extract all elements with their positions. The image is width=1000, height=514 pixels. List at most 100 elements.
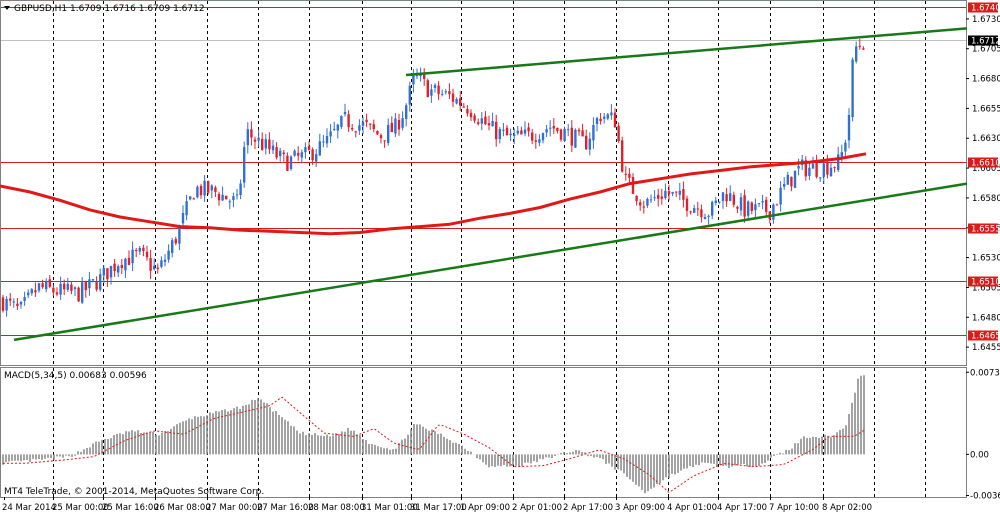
candle-body bbox=[239, 183, 242, 195]
candle-body bbox=[127, 257, 131, 265]
level-tag bbox=[968, 223, 998, 234]
candle-body bbox=[372, 124, 375, 130]
candle-body bbox=[225, 195, 228, 200]
candle-body bbox=[131, 249, 134, 264]
time-tick-label: 3 Apr 09:00 bbox=[615, 503, 665, 513]
moving-average-line[interactable] bbox=[0, 152, 867, 236]
candle-body bbox=[469, 112, 473, 118]
candle-body bbox=[325, 136, 329, 144]
candle-body bbox=[678, 190, 681, 195]
candle-body bbox=[66, 283, 69, 290]
candle-body bbox=[808, 167, 811, 176]
price-tick-label: 1.6630 bbox=[972, 134, 1000, 144]
level-tag-label: 1.6555 bbox=[971, 225, 1000, 235]
symbol-dropdown-icon[interactable] bbox=[4, 6, 10, 10]
candle-body bbox=[329, 131, 332, 137]
candle-body bbox=[437, 85, 440, 94]
candle-body bbox=[811, 163, 815, 169]
candle-body bbox=[70, 284, 73, 291]
macd-header: MACD(5,34,5) 0.00683 0.00596 bbox=[4, 371, 147, 381]
candle-body bbox=[412, 75, 415, 85]
candle-body bbox=[275, 147, 278, 158]
level-tag bbox=[968, 157, 998, 168]
candle-body bbox=[847, 115, 851, 141]
candle-body bbox=[174, 239, 177, 244]
price-tick-label: 1.6505 bbox=[972, 283, 1000, 293]
level-tag-label: 1.6610 bbox=[971, 159, 1000, 169]
time-tick-label: 7 Apr 10:00 bbox=[769, 503, 819, 513]
candle-body bbox=[322, 141, 325, 143]
candle-body bbox=[804, 160, 807, 177]
candle-body bbox=[45, 281, 48, 290]
candle-body bbox=[765, 199, 768, 212]
candle-body bbox=[628, 173, 631, 178]
candle-body bbox=[261, 138, 264, 150]
candle-body bbox=[862, 48, 865, 50]
candle-body bbox=[257, 137, 260, 141]
macd-tick-label: -0.00367 bbox=[970, 492, 1000, 502]
candle-body bbox=[250, 129, 253, 138]
candle-body bbox=[84, 281, 87, 291]
level-tag bbox=[968, 276, 998, 287]
candle-body bbox=[667, 191, 671, 195]
candle-body bbox=[390, 122, 393, 132]
candle-body bbox=[549, 127, 552, 129]
candle-body bbox=[405, 105, 408, 119]
candle-body bbox=[88, 279, 91, 289]
candle-body bbox=[682, 189, 685, 200]
candle-body bbox=[822, 163, 825, 177]
lower-channel-trendline[interactable] bbox=[13, 182, 968, 342]
candle-body bbox=[253, 139, 257, 142]
upper-channel-trendline[interactable] bbox=[405, 27, 968, 77]
candle-body bbox=[721, 192, 725, 201]
candle-body bbox=[52, 287, 55, 293]
candle-body bbox=[91, 279, 95, 281]
time-tick-label: 25 Mar 00:00 bbox=[52, 503, 109, 513]
price-tick-label: 1.6705 bbox=[972, 45, 1000, 55]
candle-body bbox=[707, 215, 710, 217]
candle-body bbox=[491, 121, 494, 127]
candle-body bbox=[343, 111, 347, 115]
candle-body bbox=[484, 116, 487, 125]
candle-body bbox=[520, 130, 523, 135]
candle-body bbox=[268, 139, 271, 150]
candle-body bbox=[441, 93, 444, 95]
candle-body bbox=[725, 194, 728, 202]
candle-body bbox=[113, 263, 116, 272]
candle-body bbox=[293, 150, 296, 156]
level-tag-label: 1.6510 bbox=[971, 278, 1000, 288]
candle-body bbox=[336, 124, 339, 131]
candle-body bbox=[858, 45, 861, 47]
candle-body bbox=[624, 173, 627, 175]
candle-body bbox=[498, 129, 501, 139]
candle-body bbox=[621, 140, 624, 172]
candle-body bbox=[657, 194, 660, 199]
candle-body bbox=[502, 129, 505, 131]
candle-body bbox=[207, 181, 210, 193]
candle-body bbox=[556, 127, 559, 132]
candle-body bbox=[106, 268, 109, 280]
candle-body bbox=[423, 74, 426, 79]
candle-body bbox=[81, 282, 84, 303]
trendlines[interactable] bbox=[13, 27, 968, 342]
candle-body bbox=[41, 283, 44, 288]
price-tick-label: 1.6480 bbox=[972, 313, 1000, 323]
symbol-header: GBPUSD,H1 1.6709 1.6716 1.6709 1.6712 bbox=[14, 4, 205, 14]
horizontal-levels[interactable] bbox=[1, 7, 966, 336]
candle-body bbox=[523, 129, 527, 134]
moving-average[interactable] bbox=[0, 152, 867, 236]
candle-body bbox=[142, 247, 145, 251]
candle-body bbox=[95, 281, 98, 290]
candle-body bbox=[635, 195, 638, 202]
candle-body bbox=[365, 119, 368, 123]
candle-body bbox=[408, 85, 411, 105]
candle-body bbox=[664, 190, 667, 199]
candle-body bbox=[592, 125, 595, 141]
candle-body bbox=[732, 194, 735, 205]
candle-body bbox=[495, 121, 498, 140]
candle-body bbox=[700, 209, 703, 218]
candle-body bbox=[383, 140, 386, 142]
candle-body bbox=[214, 187, 217, 192]
